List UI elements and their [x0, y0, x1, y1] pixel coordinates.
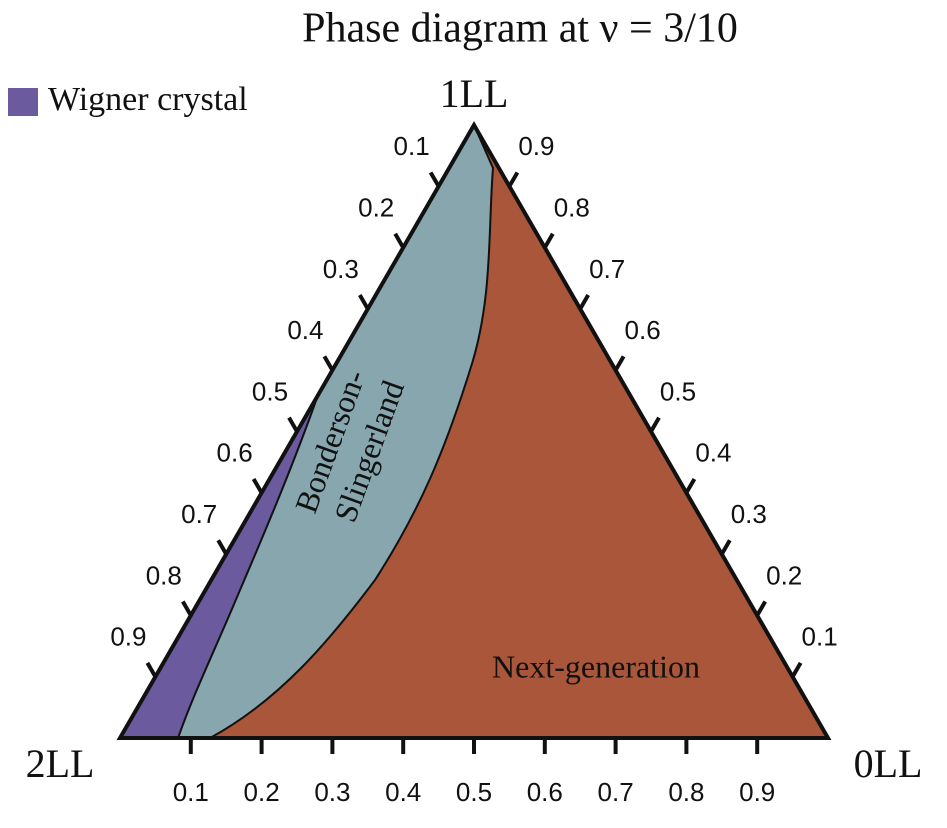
tick-mark: [251, 477, 264, 494]
tick-mark: [145, 661, 158, 678]
tick-mark: [181, 600, 193, 617]
tick-label: 0.1: [394, 131, 430, 161]
tick-label: 0.7: [589, 254, 625, 284]
tick-label: 0.2: [244, 777, 280, 807]
vertex-label: 2LL: [26, 741, 95, 786]
tick-label: 0.3: [731, 499, 767, 529]
tick-mark: [287, 416, 299, 433]
tick-mark: [613, 355, 626, 372]
tick-label: 0.8: [554, 192, 590, 222]
tick-label: 0.4: [287, 315, 323, 345]
tick-label: 0.2: [358, 192, 394, 222]
tick-label: 0.8: [146, 560, 182, 590]
tick-mark: [543, 232, 555, 249]
tick-label: 0.2: [766, 560, 802, 590]
tick-mark: [393, 232, 405, 249]
tick-label: 0.3: [323, 254, 359, 284]
tick-mark: [790, 661, 803, 678]
tick-mark: [755, 600, 767, 617]
tick-label: 0.4: [385, 777, 421, 807]
tick-mark: [358, 294, 370, 310]
tick-label: 0.7: [181, 499, 217, 529]
tick-label: 0.9: [739, 777, 775, 807]
tick-label: 0.9: [518, 131, 554, 161]
legend-label: Wigner crystal: [48, 81, 248, 118]
tick-label: 0.4: [695, 438, 731, 468]
tick-mark: [507, 171, 520, 188]
region-label: Next-generation: [492, 648, 700, 684]
tick-mark: [649, 416, 661, 433]
tick-mark: [720, 539, 732, 556]
tick-label: 0.9: [110, 622, 146, 652]
tick-mark: [578, 294, 590, 310]
tick-label: 0.7: [598, 777, 634, 807]
tick-label: 0.6: [625, 315, 661, 345]
vertex-label: 1LL: [440, 71, 509, 116]
vertex-label: 0LL: [854, 741, 923, 786]
tick-label: 0.6: [527, 777, 563, 807]
tick-label: 0.1: [173, 777, 209, 807]
tick-mark: [428, 171, 441, 188]
tick-mark: [322, 355, 335, 372]
legend-swatch: [8, 88, 38, 116]
tick-label: 0.1: [802, 622, 838, 652]
tick-mark: [216, 539, 228, 556]
tick-label: 0.3: [314, 777, 350, 807]
tick-label: 0.5: [252, 376, 288, 406]
tick-label: 0.8: [668, 777, 704, 807]
tick-label: 0.5: [456, 777, 492, 807]
tick-mark: [684, 477, 697, 494]
tick-label: 0.5: [660, 376, 696, 406]
chart-title: Phase diagram at ν = 3/10: [302, 6, 738, 52]
tick-label: 0.6: [217, 438, 253, 468]
